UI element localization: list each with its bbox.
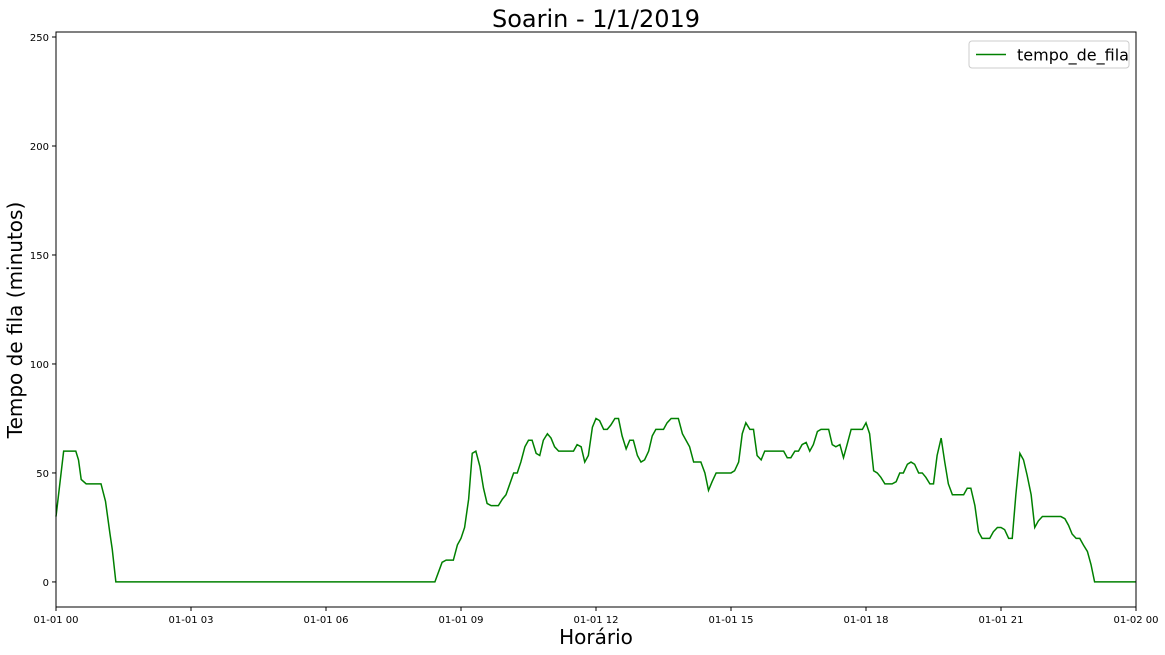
y-tick-label: 0 (43, 578, 49, 589)
x-tick-label: 01-01 06 (304, 615, 349, 626)
line (55, 417, 1136, 583)
y-axis-label: Tempo de fila (minutos) (3, 202, 27, 440)
y-tick-label: 150 (30, 251, 49, 262)
y-tick-label: 200 (30, 142, 49, 153)
y-tick-label: 250 (30, 33, 49, 44)
x-axis-label: Horário (559, 625, 633, 649)
x-tick-label: 01-01 00 (34, 615, 79, 626)
x-tick-label: 01-01 09 (439, 615, 484, 626)
x-tick-label: 01-01 15 (709, 615, 754, 626)
y-tick-label: 50 (36, 469, 49, 480)
x-tick-label: 01-01 03 (169, 615, 214, 626)
y-tick-label: 100 (30, 360, 49, 371)
x-tick-label: 01-01 21 (979, 615, 1024, 626)
x-tick-label: 01-02 00 (1114, 615, 1159, 626)
legend-label: tempo_de_fila (1017, 46, 1129, 66)
plot-frame (55, 31, 1137, 608)
chart-title: Soarin - 1/1/2019 (492, 5, 700, 33)
legend-box (968, 40, 1130, 69)
x-tick-label: 01-01 18 (844, 615, 889, 626)
x-tick-label: 01-01 12 (574, 615, 619, 626)
